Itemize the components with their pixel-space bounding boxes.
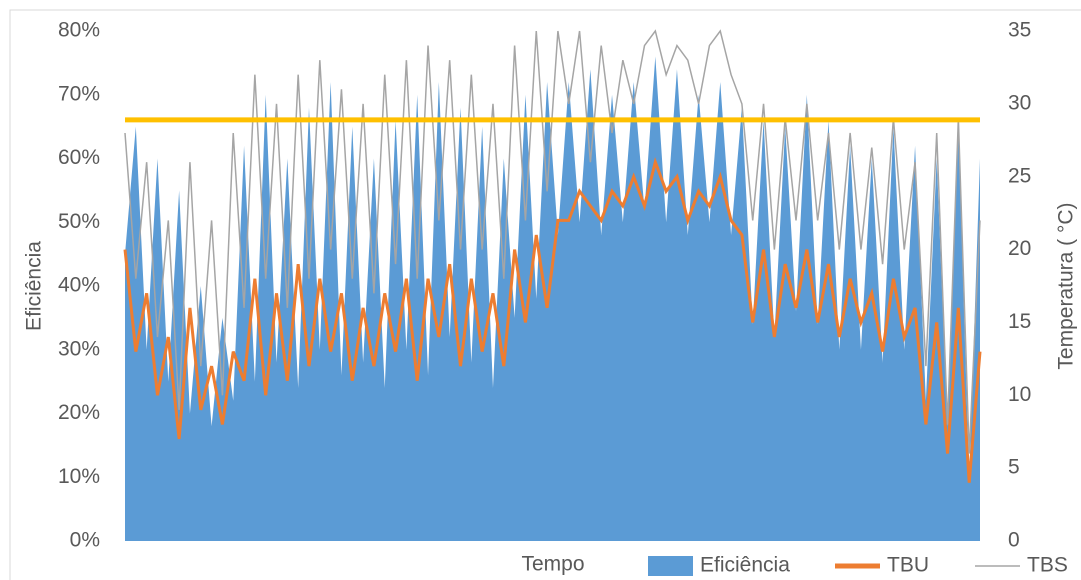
y2-axis-title: Temperatura ( °C): [1055, 202, 1078, 369]
y-tick-label: 40%: [58, 274, 100, 297]
y-tick-label: 0%: [70, 529, 100, 552]
legend-label: TBU: [887, 554, 929, 577]
y-tick-label: 60%: [58, 146, 100, 169]
y-tick-label: 70%: [58, 82, 100, 105]
y2-tick-label: 20: [1008, 237, 1031, 260]
y-tick-label: 10%: [58, 465, 100, 488]
efficiency-area: [125, 56, 980, 541]
legend-label: Eficiência: [700, 554, 790, 577]
y2-tick-label: 25: [1008, 164, 1031, 187]
y2-tick-label: 5: [1008, 456, 1020, 479]
y-tick-label: 80%: [58, 19, 100, 42]
y-tick-label: 30%: [58, 337, 100, 360]
legend-swatch: [648, 556, 693, 576]
y-tick-label: 50%: [58, 210, 100, 233]
y2-tick-label: 10: [1008, 383, 1031, 406]
y2-tick-label: 35: [1008, 19, 1031, 42]
y-tick-label: 20%: [58, 401, 100, 424]
y2-tick-label: 30: [1008, 91, 1031, 114]
legend-label: TBS: [1027, 554, 1068, 577]
y2-tick-label: 15: [1008, 310, 1031, 333]
y-axis-title: Eficiência: [23, 241, 46, 331]
series-line: [123, 157, 982, 483]
series-line: [124, 29, 981, 454]
chart-border: [9, 9, 1081, 580]
y2-tick-label: 0: [1008, 529, 1020, 552]
x-axis-title: Tempo: [521, 553, 584, 576]
